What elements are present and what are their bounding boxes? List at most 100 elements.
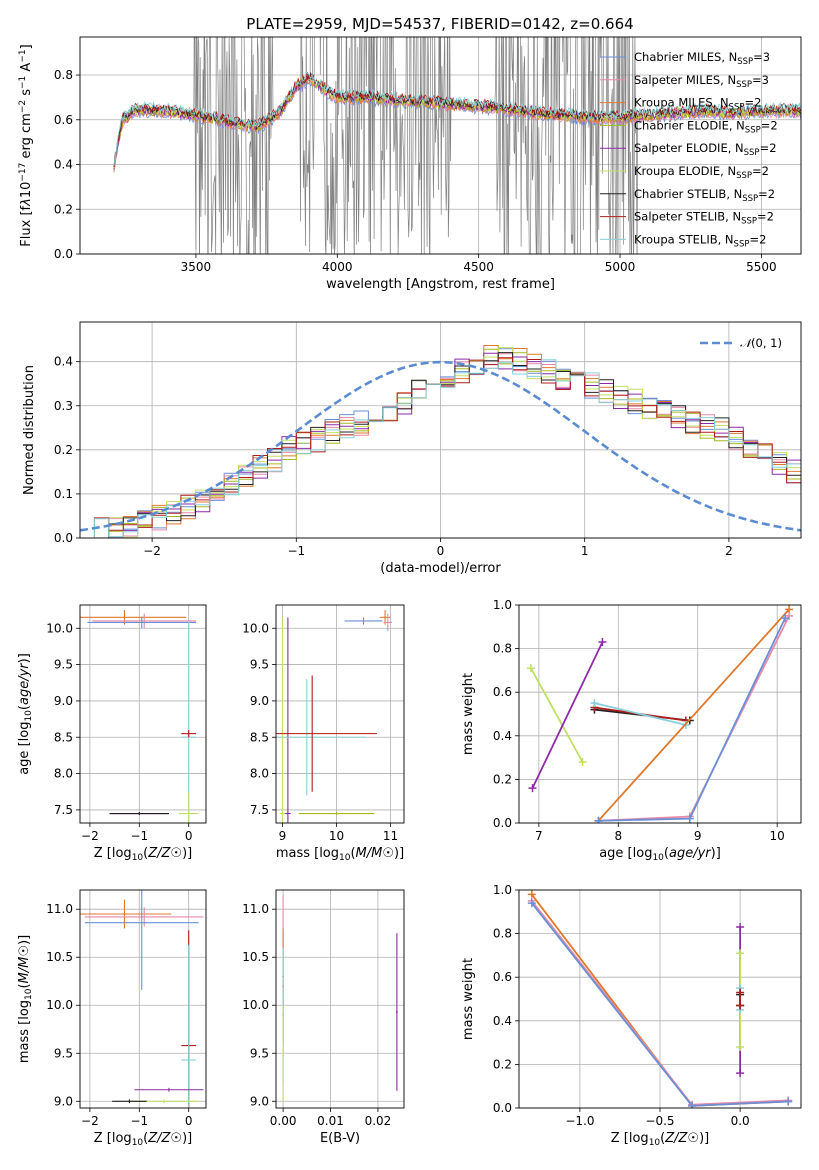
grid bbox=[519, 604, 801, 824]
x-tick-label: 11 bbox=[383, 829, 398, 843]
legend-label: Salpeter MILES, NSSP=3 bbox=[634, 73, 769, 90]
y-tick-label: 0.0 bbox=[493, 816, 512, 830]
y-tick-label: 10.0 bbox=[46, 621, 73, 635]
grid bbox=[80, 322, 801, 539]
weight-line bbox=[531, 641, 604, 789]
plus-marker bbox=[736, 949, 745, 958]
plus-marker bbox=[528, 784, 537, 793]
x-axis-label: wavelength [Angstrom, rest frame] bbox=[326, 277, 555, 292]
weight-line bbox=[594, 702, 687, 726]
y-tick-label: 0.6 bbox=[54, 113, 73, 127]
y-tick-label: 9.0 bbox=[54, 694, 73, 708]
legend-label: 𝒩(0, 1) bbox=[740, 336, 782, 350]
x-tick-label: 0.00 bbox=[270, 1114, 297, 1128]
age-vs-metallicity-panel: −2 −1 0 7.5 8.0 8.5 9.0 9.5 10.0 Z [log10(Z/Z☉)] a… bbox=[17, 604, 207, 863]
x-axis-label: age [log10(age/yr)] bbox=[599, 846, 721, 863]
model-line-kroupa-stelib bbox=[113, 71, 801, 166]
y-tick-label: 8.0 bbox=[54, 767, 73, 781]
y-tick-label: 9.5 bbox=[250, 1046, 269, 1060]
age-vs-mass-panel: 9 10 11 7.5 8.0 8.5 9.0 9.5 10.0 mass [log10(M/M☉… bbox=[242, 604, 405, 863]
plus-marker bbox=[526, 664, 535, 673]
y-tick-label: 0.2 bbox=[54, 202, 73, 216]
x-tick-label: −2 bbox=[143, 544, 161, 558]
plus-marker bbox=[598, 638, 607, 647]
x-tick-label: 0.01 bbox=[317, 1114, 344, 1128]
y-tick-label: 0.1 bbox=[54, 487, 73, 501]
x-tick-label: 8 bbox=[614, 829, 622, 843]
y-tick-label: 0.0 bbox=[493, 1101, 512, 1115]
y-tick-label: 9.5 bbox=[250, 658, 269, 672]
histogram-step-chabrier-miles bbox=[80, 348, 801, 538]
axes-frame bbox=[275, 604, 405, 824]
x-tick-label: −2 bbox=[81, 829, 99, 843]
y-tick-label: 11.0 bbox=[242, 902, 269, 916]
x-tick-label: 9 bbox=[694, 829, 702, 843]
plus-marker bbox=[736, 923, 745, 932]
y-tick-label: 1.0 bbox=[493, 883, 512, 897]
x-tick-label: 4000 bbox=[322, 260, 353, 274]
plus-marker bbox=[685, 814, 694, 823]
spectrum-panel: 3500 4000 4500 5000 5500 0.0 0.2 0.4 0.6 0.8 wavel… bbox=[18, 36, 802, 292]
y-tick-label: 0.8 bbox=[493, 927, 512, 941]
y-axis-label: Normed distribution bbox=[22, 365, 37, 495]
axes-frame bbox=[518, 889, 802, 1109]
axes-frame bbox=[79, 36, 802, 255]
plot-area bbox=[282, 894, 398, 1102]
model-line-salpeter-stelib bbox=[113, 71, 801, 167]
axes-frame bbox=[275, 889, 405, 1109]
y-tick-label: 11.0 bbox=[46, 902, 73, 916]
histogram-step-kroupa-stelib bbox=[80, 359, 801, 538]
y-tick-label: 10.5 bbox=[46, 950, 73, 964]
x-tick-label: 10 bbox=[770, 829, 785, 843]
gaussian-reference-curve bbox=[80, 360, 801, 532]
grid bbox=[80, 605, 206, 823]
x-tick-label: 3500 bbox=[181, 260, 212, 274]
histogram-step-kroupa-elodie bbox=[80, 347, 801, 538]
y-tick-label: 0.0 bbox=[54, 531, 73, 545]
legend-label: Kroupa ELODIE, NSSP=2 bbox=[634, 164, 769, 181]
x-axis-label: Z [log10(Z/Z☉)] bbox=[611, 1131, 709, 1148]
y-tick-label: 0.0 bbox=[54, 247, 73, 261]
y-tick-label: 0.6 bbox=[493, 685, 512, 699]
x-tick-label: −0.5 bbox=[645, 1114, 674, 1128]
model-line-kroupa-elodie bbox=[113, 75, 801, 169]
y-tick-label: 7.5 bbox=[250, 803, 269, 817]
x-tick-label: −1 bbox=[287, 544, 305, 558]
y-tick-label: 9.0 bbox=[54, 1094, 73, 1108]
x-tick-label: 0.0 bbox=[731, 1114, 750, 1128]
x-tick-label: 5000 bbox=[605, 260, 636, 274]
x-axis-label: (data-model)/error bbox=[380, 561, 501, 576]
x-tick-label: −1 bbox=[130, 1114, 148, 1128]
plus-marker bbox=[736, 1001, 745, 1010]
x-tick-label: 2 bbox=[725, 544, 733, 558]
x-axis-label: mass [log10(M/M☉)] bbox=[276, 846, 404, 863]
y-tick-label: 8.0 bbox=[250, 767, 269, 781]
axes-frame bbox=[79, 604, 207, 824]
y-tick-label: 0.2 bbox=[493, 1057, 512, 1071]
grid bbox=[519, 889, 801, 1109]
y-axis-label: mass weight bbox=[461, 958, 476, 1040]
residuals-histogram-panel: −2 −1 0 1 2 0.0 0.1 0.2 0.3 0.4 (data-model)/error… bbox=[22, 321, 802, 576]
x-tick-label: 0 bbox=[185, 1114, 193, 1128]
plus-marker bbox=[578, 757, 587, 766]
histogram-step-kroupa-miles bbox=[80, 345, 801, 538]
y-axis-label: Flux [fλ10−17 erg cm−2 s−1 A−1] bbox=[18, 44, 34, 246]
x-axis-label: Z [log10(Z/Z☉)] bbox=[94, 1131, 192, 1148]
plot-area bbox=[527, 890, 793, 1108]
x-tick-label: 0 bbox=[185, 829, 193, 843]
x-tick-label: −1.0 bbox=[565, 1114, 594, 1128]
y-tick-label: 8.5 bbox=[54, 730, 73, 744]
x-axis-label: E(B-V) bbox=[320, 1131, 360, 1146]
grid bbox=[276, 605, 404, 823]
y-tick-label: 0.4 bbox=[493, 729, 512, 743]
x-axis-label: Z [log10(Z/Z☉)] bbox=[94, 846, 192, 863]
y-tick-label: 9.0 bbox=[250, 694, 269, 708]
x-tick-label: 1 bbox=[581, 544, 589, 558]
x-tick-label: 10 bbox=[329, 829, 344, 843]
legend-label: Salpeter ELODIE, NSSP=2 bbox=[634, 141, 777, 158]
plot-area bbox=[276, 610, 393, 823]
plus-marker bbox=[781, 614, 790, 623]
y-tick-label: 10.0 bbox=[242, 621, 269, 635]
plot-area bbox=[526, 605, 794, 823]
